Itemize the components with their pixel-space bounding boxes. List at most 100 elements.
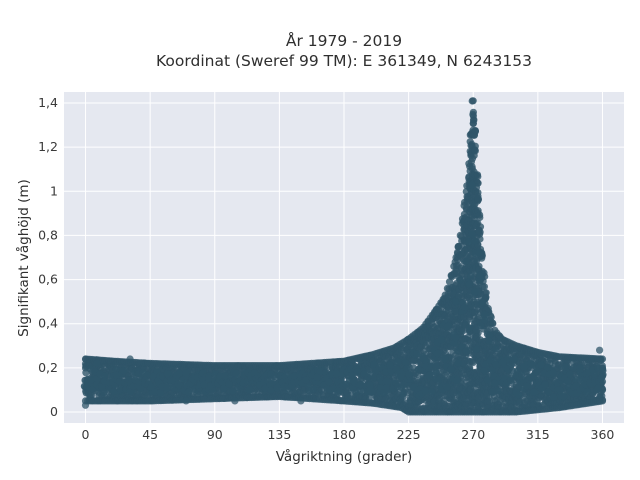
y-tick-label: 1 xyxy=(50,183,58,198)
x-tick-label: 270 xyxy=(461,427,485,442)
data-point xyxy=(485,337,493,345)
data-point xyxy=(560,392,568,401)
data-point xyxy=(465,280,474,288)
data-point xyxy=(583,388,591,396)
data-point xyxy=(471,147,479,155)
x-tick-label: 0 xyxy=(82,427,90,442)
data-point xyxy=(462,347,470,355)
data-point xyxy=(460,303,468,311)
data-point xyxy=(425,371,433,379)
data-point xyxy=(550,393,558,401)
y-axis-title: Signifikant våghöjd (m) xyxy=(15,179,32,337)
data-point xyxy=(297,397,305,405)
data-point xyxy=(443,402,452,410)
data-point xyxy=(492,345,500,353)
data-point xyxy=(245,386,253,394)
data-point xyxy=(507,376,515,384)
data-point xyxy=(489,319,497,327)
data-point xyxy=(452,334,460,342)
data-point xyxy=(126,355,134,363)
data-point xyxy=(231,397,239,405)
data-point xyxy=(445,322,453,330)
data-point xyxy=(93,359,101,367)
y-tick-label: 0,2 xyxy=(38,360,58,375)
data-point xyxy=(182,397,190,405)
data-point xyxy=(491,379,499,387)
data-point xyxy=(486,312,495,320)
x-tick-label: 225 xyxy=(397,427,421,442)
data-point xyxy=(510,355,518,363)
data-point xyxy=(480,367,488,375)
data-point xyxy=(523,382,531,390)
data-point xyxy=(421,387,429,395)
data-point xyxy=(481,316,489,324)
y-tick-label: 0,6 xyxy=(38,272,58,287)
data-point xyxy=(462,257,470,265)
data-point xyxy=(175,369,183,378)
data-point xyxy=(454,359,462,367)
data-point xyxy=(474,195,482,203)
data-point xyxy=(469,120,477,128)
data-point xyxy=(469,97,477,105)
data-point xyxy=(432,368,440,376)
data-point xyxy=(399,390,407,398)
data-point xyxy=(383,388,391,396)
data-point xyxy=(520,363,528,371)
data-point xyxy=(594,384,602,392)
data-point xyxy=(471,237,479,245)
x-tick-label: 45 xyxy=(142,427,158,442)
data-point xyxy=(368,388,376,396)
data-point xyxy=(468,181,476,189)
x-tick-label: 90 xyxy=(207,427,223,442)
scatter-points xyxy=(80,97,607,416)
data-point xyxy=(476,211,484,219)
data-point xyxy=(596,346,604,354)
data-point xyxy=(468,165,476,173)
chart-title-line1: År 1979 - 2019 xyxy=(286,31,402,50)
data-point xyxy=(475,394,483,402)
y-tick-label: 1,4 xyxy=(38,95,58,110)
data-point xyxy=(566,370,574,378)
data-point xyxy=(456,276,464,284)
data-point xyxy=(471,288,479,296)
data-point xyxy=(81,401,90,409)
data-point xyxy=(482,289,490,297)
x-tick-label: 360 xyxy=(591,427,615,442)
data-point xyxy=(164,370,172,378)
data-point xyxy=(232,369,240,377)
data-point xyxy=(474,189,482,197)
data-point xyxy=(475,227,483,236)
data-point xyxy=(494,387,502,395)
data-point xyxy=(473,171,482,179)
data-point xyxy=(561,363,570,371)
data-point xyxy=(467,272,475,280)
data-point xyxy=(434,376,442,384)
data-point xyxy=(549,369,557,377)
data-point xyxy=(541,381,549,389)
chart-title-line2: Koordinat (Sweref 99 TM): E 361349, N 62… xyxy=(156,52,532,70)
y-tick-label: 0,4 xyxy=(38,316,58,331)
data-point xyxy=(433,349,442,357)
data-point xyxy=(100,388,108,396)
data-point xyxy=(480,283,488,291)
data-point xyxy=(570,364,578,372)
data-point xyxy=(476,271,484,280)
data-point xyxy=(472,345,481,353)
data-point xyxy=(182,369,190,377)
data-point xyxy=(598,355,607,363)
data-point xyxy=(598,373,606,381)
data-point xyxy=(437,336,445,344)
y-tick-label: 1,2 xyxy=(38,139,58,154)
data-point xyxy=(515,391,523,399)
data-point xyxy=(397,373,405,381)
data-point xyxy=(309,385,317,393)
data-point xyxy=(484,376,492,384)
data-point xyxy=(475,248,483,257)
data-point xyxy=(443,383,451,391)
x-tick-label: 180 xyxy=(332,427,356,442)
y-tick-label: 0 xyxy=(50,404,58,419)
data-point xyxy=(386,361,394,369)
data-point xyxy=(405,370,413,378)
data-point xyxy=(468,230,476,239)
